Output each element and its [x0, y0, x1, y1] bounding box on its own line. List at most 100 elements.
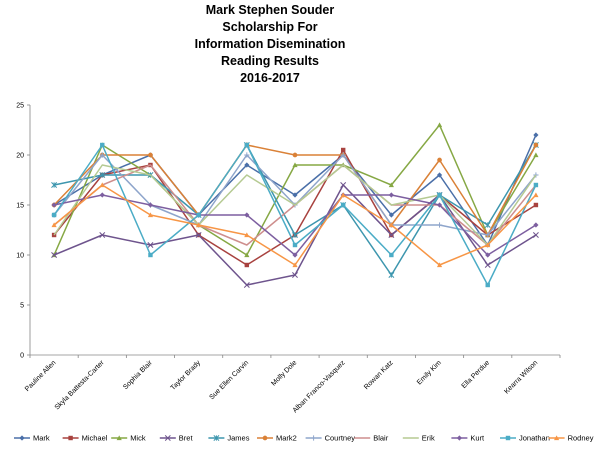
- series-line-mark: [53, 134, 537, 246]
- data-point-marker: [436, 202, 443, 208]
- x-tick-label: Skyla Battesta-Carter: [54, 359, 106, 411]
- data-point-marker: [437, 157, 442, 163]
- data-point-marker: [340, 182, 347, 188]
- legend-label: Michael: [82, 434, 108, 443]
- legend-entry-rodney: Rodney: [548, 434, 594, 443]
- x-tick-label: Pauline Allen: [24, 359, 58, 393]
- data-point-marker: [292, 262, 298, 268]
- data-point-marker: [19, 435, 25, 441]
- legend-label: James: [227, 434, 249, 443]
- series-jonathan: [51, 142, 539, 288]
- data-point-marker: [262, 435, 268, 441]
- title-line-5: 2016-2017: [240, 71, 300, 85]
- legend-label: Kurt: [470, 434, 485, 443]
- series-rodney: [51, 182, 539, 268]
- series-line-erik: [53, 164, 537, 246]
- legend-label: Mark: [33, 434, 50, 443]
- data-point-marker: [388, 212, 394, 218]
- data-point-marker: [340, 147, 346, 153]
- data-point-marker: [340, 152, 346, 158]
- legend-entry-james: James: [208, 434, 250, 443]
- series-kurt: [51, 192, 539, 258]
- data-point-marker: [456, 435, 462, 441]
- data-point-marker: [196, 212, 201, 218]
- y-tick-label: 5: [20, 303, 24, 310]
- data-point-marker: [147, 242, 154, 248]
- data-point-marker: [51, 232, 57, 238]
- data-point-marker: [51, 182, 58, 188]
- data-point-marker: [436, 222, 443, 228]
- x-tick-label: Rowan Katz: [363, 359, 395, 391]
- data-point-marker: [148, 152, 153, 158]
- data-point-marker: [533, 132, 539, 138]
- data-point-marker: [388, 192, 394, 198]
- data-point-marker: [533, 202, 539, 208]
- legend-entry-mick: Mick: [111, 434, 146, 443]
- data-point-marker: [213, 435, 220, 441]
- x-tick-label: Molly Dole: [270, 359, 298, 387]
- legend-entry-kurt: Kurt: [451, 434, 485, 443]
- data-point-marker: [164, 435, 171, 441]
- data-point-marker: [244, 212, 250, 218]
- data-point-marker: [195, 232, 202, 238]
- y-tick-label: 25: [16, 103, 24, 110]
- data-point-marker: [437, 192, 442, 198]
- data-point-marker: [389, 252, 394, 258]
- legend-label: Mick: [130, 434, 146, 443]
- data-point-marker: [340, 192, 346, 198]
- data-point-marker: [292, 192, 298, 198]
- data-point-marker: [292, 242, 298, 248]
- x-tick-label: Sue Ellen Carvin: [208, 359, 250, 401]
- legend-label: Rodney: [568, 434, 594, 443]
- title-line-2: Scholarship For: [222, 20, 318, 34]
- legend-entry-michael: Michael: [62, 434, 108, 443]
- data-point-marker: [388, 272, 395, 278]
- data-point-marker: [485, 282, 490, 288]
- data-point-marker: [148, 252, 153, 258]
- data-point-marker: [388, 182, 394, 188]
- data-point-marker: [51, 202, 57, 208]
- data-point-marker: [51, 222, 57, 228]
- data-point-marker: [554, 435, 560, 441]
- x-tick-label: Alban Franco-Vasquez: [292, 359, 347, 414]
- legend-entry-erik: Erik: [402, 434, 435, 443]
- data-point-marker: [116, 435, 122, 441]
- data-point-marker: [436, 262, 443, 268]
- data-point-marker: [292, 232, 298, 238]
- data-point-marker: [533, 152, 539, 158]
- legend-label: Blair: [373, 434, 389, 443]
- x-tick-label: Ella Perdue: [461, 359, 492, 390]
- data-point-marker: [244, 232, 250, 238]
- y-tick-label: 15: [16, 203, 24, 210]
- plot-area: [51, 122, 539, 288]
- legend-entry-jonathan: Jonathan: [500, 434, 550, 443]
- data-point-marker: [436, 172, 443, 178]
- series-erik: [53, 164, 537, 246]
- data-point-marker: [292, 272, 298, 278]
- data-point-marker: [100, 142, 105, 148]
- x-tick-label: Kearra Wilson: [503, 359, 539, 395]
- y-axis-tick-labels: 0 5 10 15 20 25: [16, 103, 24, 360]
- y-tick-label: 20: [16, 153, 24, 160]
- title-line-4: Reading Results: [221, 54, 319, 68]
- chart-axes: [27, 104, 561, 358]
- data-point-marker: [292, 152, 298, 158]
- legend-label: Mark2: [276, 434, 297, 443]
- data-point-marker: [99, 172, 106, 178]
- data-point-marker: [99, 152, 105, 158]
- legend-entry-courtney: Courtney: [305, 434, 355, 443]
- data-point-marker: [484, 222, 491, 228]
- data-point-marker: [244, 252, 250, 258]
- data-point-marker: [292, 162, 298, 168]
- x-tick-label: Emily Kim: [416, 359, 443, 386]
- legend: Mark Michael Mick Bret James Mark2 Courtney Bla…: [14, 434, 594, 443]
- data-point-marker: [99, 232, 106, 238]
- data-point-marker: [292, 252, 298, 258]
- data-point-marker: [68, 435, 73, 441]
- data-point-marker: [484, 262, 491, 268]
- data-point-marker: [388, 222, 394, 228]
- legend-label: Jonathan: [519, 434, 550, 443]
- data-point-marker: [533, 142, 539, 148]
